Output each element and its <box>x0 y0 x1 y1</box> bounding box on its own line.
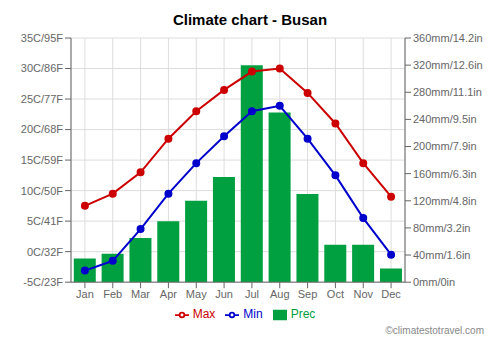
html-text:Prec: Prec <box>290 307 316 322</box>
svg-text:-5C/23F: -5C/23F <box>23 276 63 288</box>
svg-text:120mm/4.8in: 120mm/4.8in <box>413 195 477 207</box>
svg-text:160mm/6.3in: 160mm/6.3in <box>413 168 477 180</box>
svg-text:Jun: Jun <box>215 288 233 300</box>
svg-text:280mm/11.1in: 280mm/11.1in <box>413 86 482 98</box>
svg-text:15C/59F: 15C/59F <box>21 154 63 166</box>
svg-text:240mm/9.5in: 240mm/9.5in <box>413 113 477 125</box>
svg-text:Sep: Sep <box>298 288 318 300</box>
html-text:Max: Max <box>192 307 216 322</box>
svg-text:25C/77F: 25C/77F <box>21 93 63 105</box>
svg-text:200mm/7.9in: 200mm/7.9in <box>413 140 477 152</box>
svg-text:5C/41F: 5C/41F <box>27 215 63 227</box>
svg-text:35C/95F: 35C/95F <box>21 32 63 44</box>
svg-text:Nov: Nov <box>353 288 373 300</box>
svg-text:20C/68F: 20C/68F <box>21 123 63 135</box>
svg-text:Apr: Apr <box>160 288 177 300</box>
svg-text:40mm/1.6in: 40mm/1.6in <box>413 249 470 261</box>
svg-text:Dec: Dec <box>381 288 401 300</box>
svg-text:May: May <box>186 288 207 300</box>
svg-text:Aug: Aug <box>270 288 290 300</box>
svg-text:Feb: Feb <box>103 288 122 300</box>
svg-text:360mm/14.2in: 360mm/14.2in <box>413 32 483 44</box>
svg-text:80mm/3.2in: 80mm/3.2in <box>413 222 470 234</box>
svg-text:0C/32F: 0C/32F <box>27 246 63 258</box>
svg-text:Jul: Jul <box>245 288 259 300</box>
svg-text:30C/86F: 30C/86F <box>21 62 63 74</box>
svg-text:320mm/12.6in: 320mm/12.6in <box>413 59 483 71</box>
svg-text:10C/50F: 10C/50F <box>21 185 63 197</box>
html-text:Min: Min <box>243 307 263 322</box>
svg-text:0mm/0in: 0mm/0in <box>413 276 455 288</box>
svg-text:Jan: Jan <box>76 288 94 300</box>
html-text:Climate chart - Busan: Climate chart - Busan <box>172 11 328 28</box>
html-text:©climatestotravel.com: ©climatestotravel.com <box>385 325 484 336</box>
svg-text:Oct: Oct <box>327 288 344 300</box>
svg-text:Mar: Mar <box>131 288 150 300</box>
